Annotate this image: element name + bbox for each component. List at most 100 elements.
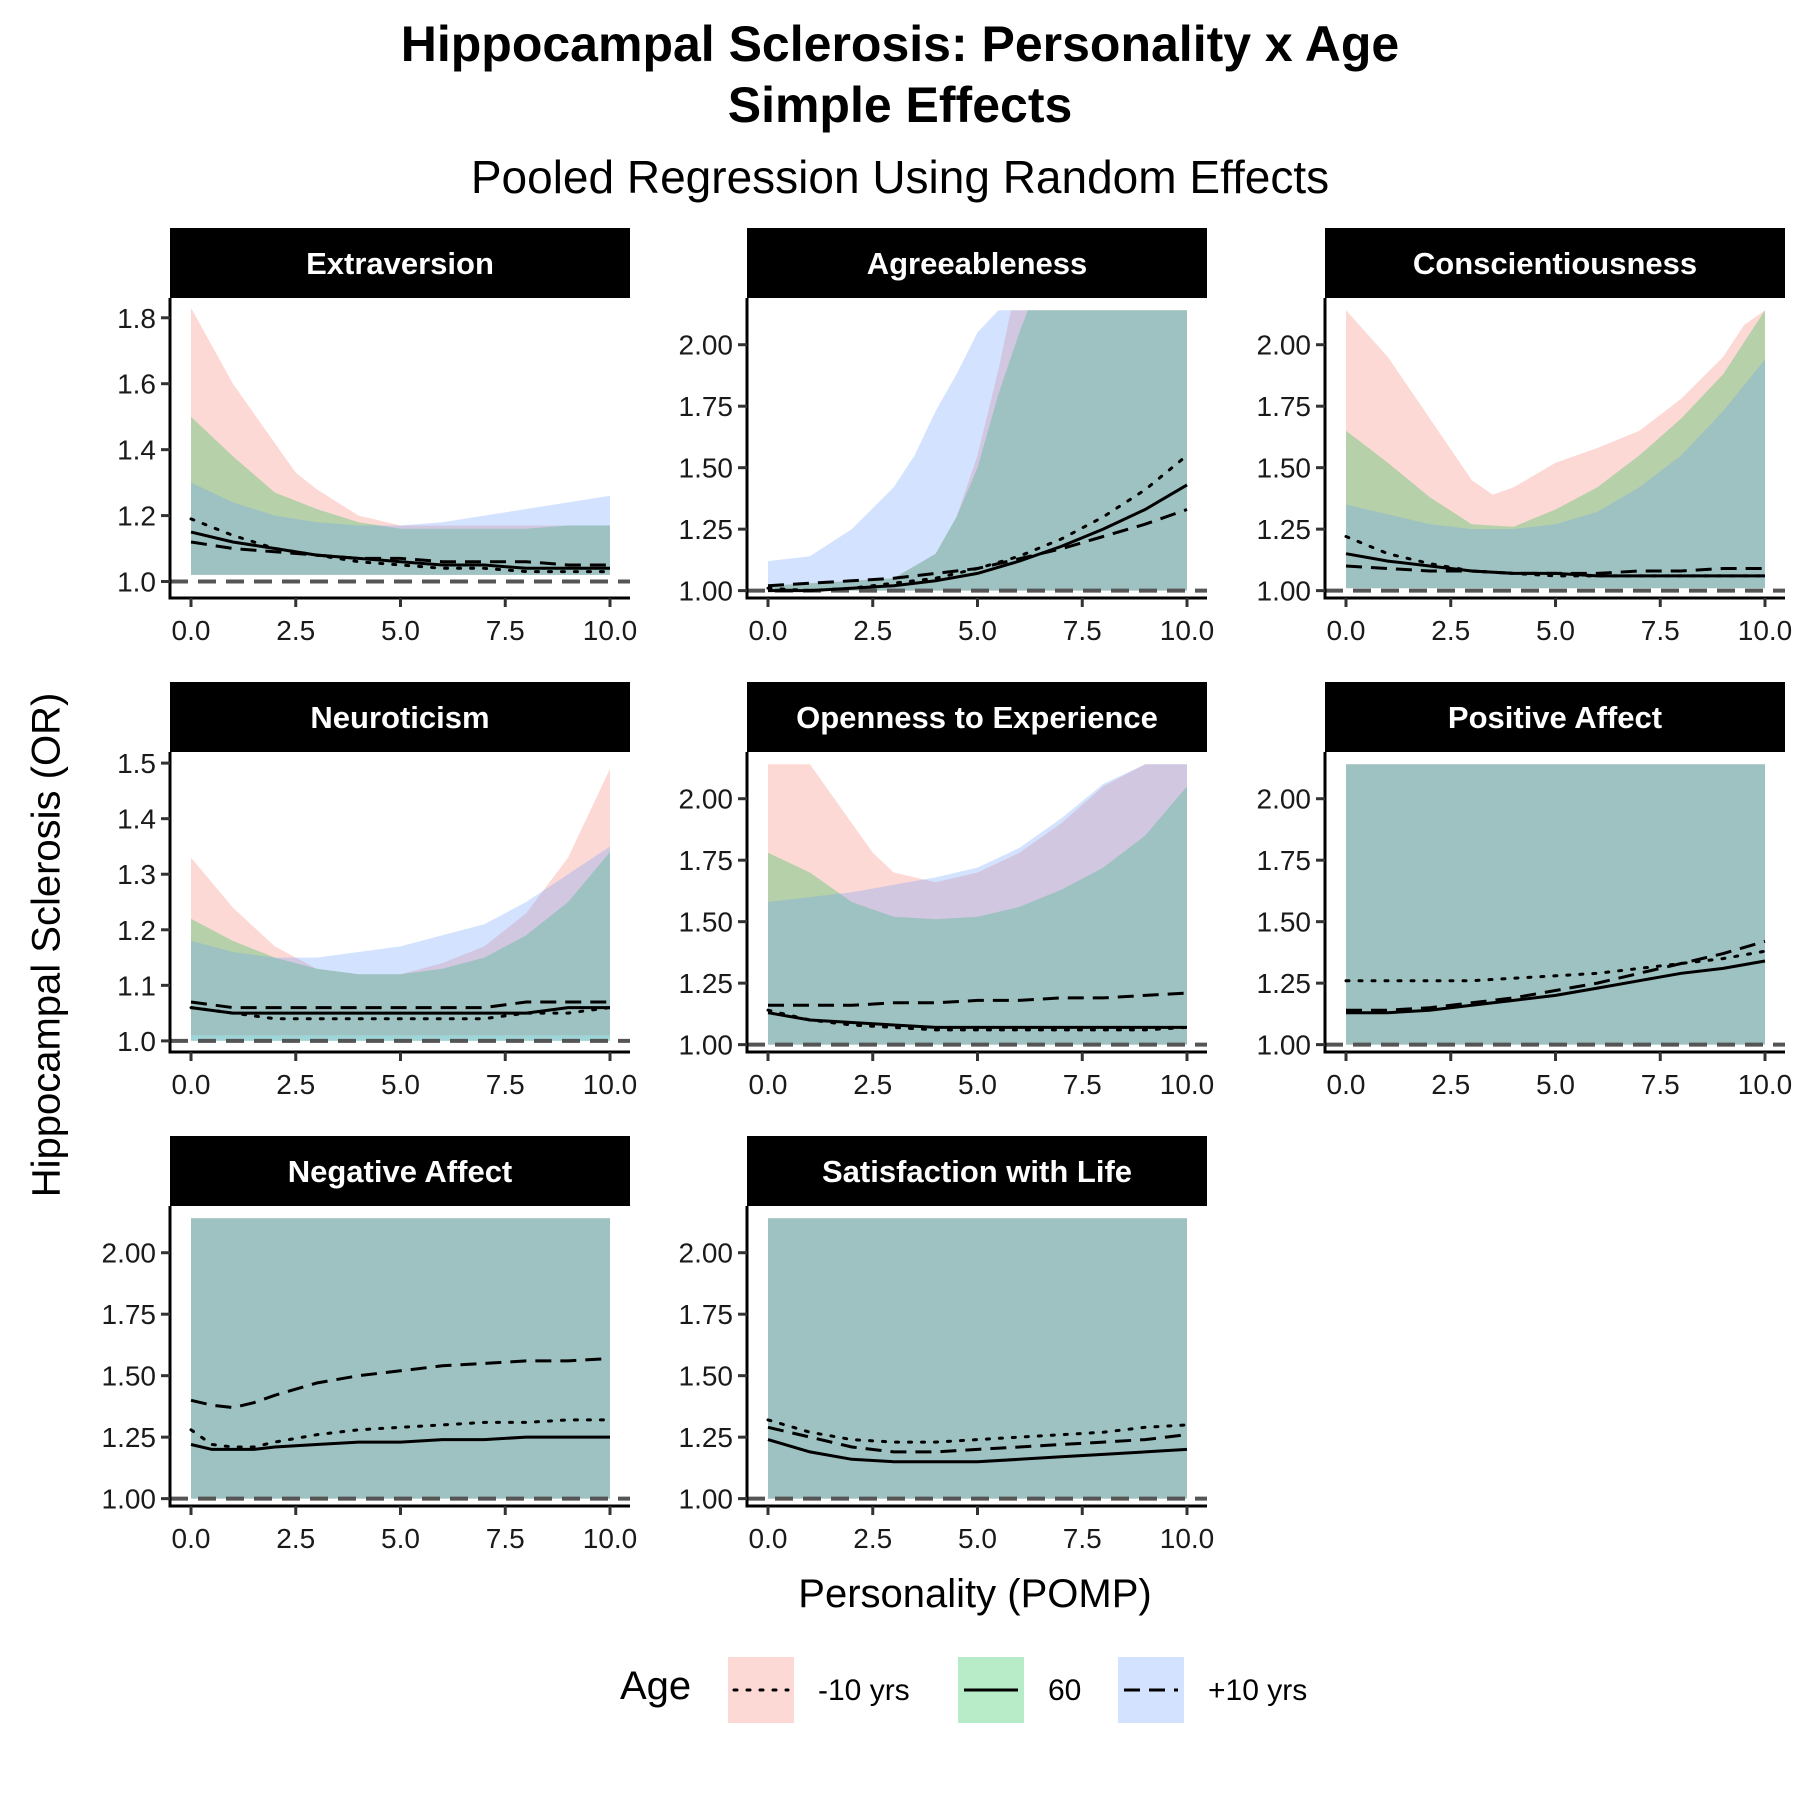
line--10-yrs — [767, 508, 1188, 588]
ci-band--10-yrs — [191, 846, 610, 1041]
x-tick-label: 5.0 — [958, 1069, 997, 1100]
y-tick-label: 1.25 — [679, 514, 734, 545]
x-tick-label: 10.0 — [1160, 615, 1215, 646]
line-age-60 — [190, 1435, 610, 1451]
ci-band--10-yrs — [768, 764, 1187, 1045]
x-tick-label: 10.0 — [583, 1523, 638, 1554]
y-tick-label: 2.00 — [679, 330, 734, 361]
panel-neuroticism: Neuroticism 1.0 1.1 1.2 1.3 1.4 1.5 0.0 2.5 5.0 7.… — [117, 682, 637, 1100]
y-tick-label: 1.25 — [1257, 514, 1312, 545]
panel-openness-to-experience: Openness to Experience 1.00 1.25 1.50 1.75 2.… — [679, 682, 1215, 1100]
line--10-yrs — [766, 1008, 1189, 1032]
ci-band--10-yrs — [1346, 764, 1765, 1045]
x-tick-label: 7.5 — [486, 1069, 525, 1100]
ci-band-age-60 — [1346, 310, 1765, 589]
x-tick-label: 5.0 — [958, 615, 997, 646]
strip-negative-affect — [170, 1136, 630, 1206]
x-axis-label: Personality (POMP) — [798, 1572, 1152, 1616]
x-tick-label: 2.5 — [1431, 1069, 1470, 1100]
x-tick-label: 2.5 — [1431, 615, 1470, 646]
x-tick-label: 10.0 — [1738, 615, 1793, 646]
x-tick-label: 7.5 — [486, 615, 525, 646]
ci-band-age-60 — [1346, 764, 1765, 1045]
x-tick-label: 0.0 — [749, 615, 788, 646]
x-tick-label: 0.0 — [749, 1523, 788, 1554]
y-tick-label: 2.00 — [679, 784, 734, 815]
y-tick-label: 1.25 — [679, 1422, 734, 1453]
x-tick-label: 10.0 — [583, 1069, 638, 1100]
y-tick-label: 1.50 — [679, 453, 734, 484]
y-tick-label: 2.00 — [1257, 330, 1312, 361]
y-tick-label: 1.50 — [679, 907, 734, 938]
strip-positive-affect — [1325, 682, 1785, 752]
strip-label-satisfaction-with-life: Satisfaction with Life — [822, 1154, 1132, 1189]
ci-band--10-yrs — [1346, 310, 1765, 589]
chart-subtitle: Pooled Regression Using Random Effects — [470, 151, 1330, 203]
x-tick-label: 10.0 — [1160, 1069, 1215, 1100]
chart-title: Hippocampal Sclerosis: Personality x Age — [400, 16, 1400, 72]
y-tick-label: 1.50 — [679, 1361, 734, 1392]
line--10-yrs — [190, 1000, 610, 1010]
ci-band--10-yrs — [768, 1218, 1187, 1499]
y-tick-label: 1.75 — [679, 391, 734, 422]
legend-label: -10 yrs — [818, 1674, 910, 1707]
strip-label-openness-to-experience: Openness to Experience — [796, 700, 1158, 735]
y-tick-label: 1.4 — [117, 435, 156, 466]
legend: Age -10 yrs 60 +10 yrs — [620, 1657, 1307, 1723]
x-tick-label: 10.0 — [1160, 1523, 1215, 1554]
line--10-yrs — [1346, 939, 1766, 1012]
x-tick-label: 2.5 — [276, 1069, 315, 1100]
y-tick-label: 1.50 — [1257, 907, 1312, 938]
strip-label-neuroticism: Neuroticism — [310, 700, 489, 735]
x-tick-label: 10.0 — [1738, 1069, 1793, 1100]
strip-neuroticism — [170, 682, 630, 752]
y-tick-label: 1.1 — [117, 970, 156, 1001]
line--10-yrs — [768, 991, 1188, 1007]
line--10-yrs — [1344, 949, 1767, 983]
legend-label: 60 — [1048, 1674, 1081, 1707]
y-tick-label: 2.00 — [1257, 784, 1312, 815]
y-tick-label: 1.4 — [117, 804, 156, 835]
panel-agreeableness: Agreeableness 1.00 1.25 1.50 1.75 2.00 0.0 2.5 5… — [679, 228, 1215, 646]
strip-label-negative-affect: Negative Affect — [288, 1154, 513, 1189]
ci-band-age-60 — [191, 1218, 610, 1499]
y-tick-label: 1.75 — [679, 1299, 734, 1330]
x-tick-label: 2.5 — [853, 615, 892, 646]
strip-label-conscientiousness: Conscientiousness — [1413, 246, 1697, 281]
ci-band-age-60 — [768, 310, 1187, 591]
y-tick-label: 1.2 — [117, 501, 156, 532]
line-age-60 — [767, 1011, 1187, 1029]
x-tick-label: 10.0 — [583, 615, 638, 646]
y-tick-label: 1.75 — [1257, 391, 1312, 422]
x-tick-label: 7.5 — [1063, 615, 1102, 646]
strip-agreeableness — [747, 228, 1207, 298]
x-tick-label: 5.0 — [381, 1069, 420, 1100]
ci-band-age-60 — [768, 786, 1187, 1045]
ci-band-age-60 — [768, 1218, 1187, 1499]
strip-openness-to-experience — [747, 682, 1207, 752]
ci-band--10-yrs — [1346, 764, 1765, 1045]
y-tick-label: 1.00 — [679, 1484, 734, 1515]
y-tick-label: 1.75 — [102, 1299, 157, 1330]
line-age-60 — [768, 483, 1188, 593]
y-tick-label: 1.0 — [117, 567, 156, 598]
line--10-yrs — [190, 1357, 611, 1410]
line-age-60 — [767, 1438, 1188, 1464]
x-tick-label: 7.5 — [1063, 1069, 1102, 1100]
panel-satisfaction-with-life: Satisfaction with Life 1.00 1.25 1.50 1.75 2.… — [679, 1136, 1215, 1554]
ci-band--10-yrs — [191, 768, 610, 1036]
legend-title: Age — [620, 1664, 691, 1708]
line--10-yrs — [767, 1425, 1188, 1454]
ci-band--10-yrs — [1346, 359, 1765, 589]
line--10-yrs — [189, 1006, 612, 1021]
y-tick-label: 1.75 — [1257, 845, 1312, 876]
ci-band--10-yrs — [768, 310, 1187, 591]
y-tick-label: 1.5 — [117, 748, 156, 779]
y-tick-label: 1.00 — [1257, 576, 1312, 607]
y-tick-label: 1.3 — [117, 859, 156, 890]
ci-band--10-yrs — [191, 307, 610, 575]
ci-band--10-yrs — [768, 764, 1187, 1045]
x-tick-label: 0.0 — [172, 1069, 211, 1100]
line--10-yrs — [189, 1418, 612, 1449]
